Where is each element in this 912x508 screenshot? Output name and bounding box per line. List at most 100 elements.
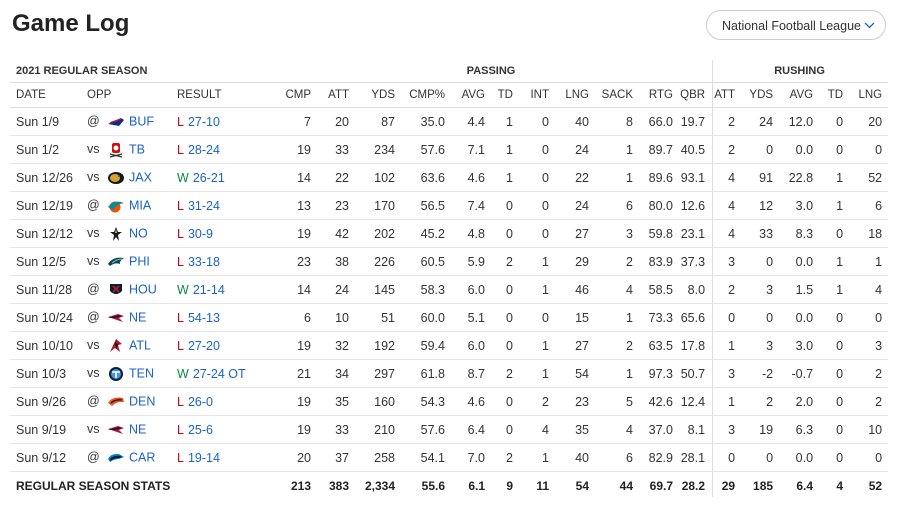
result-cell: L 27-10 bbox=[177, 107, 271, 136]
opponent-cell: vs TEN bbox=[87, 359, 177, 388]
stat-att: 32 bbox=[317, 331, 355, 360]
opponent-link[interactable]: HOU bbox=[129, 281, 157, 296]
stat-rush-att: 1 bbox=[711, 387, 742, 416]
total-td: 9 bbox=[506, 478, 513, 493]
stat-att: 24 bbox=[317, 275, 355, 304]
bills-logo bbox=[107, 114, 125, 130]
opponent-link[interactable]: PHI bbox=[129, 253, 150, 268]
opponent-link[interactable]: CAR bbox=[129, 449, 156, 464]
game-score-link[interactable]: 30-9 bbox=[187, 226, 213, 241]
game-score-link[interactable]: 25-6 bbox=[187, 422, 213, 437]
total-rush-yds: 185 bbox=[753, 478, 774, 493]
stat-sack: 6 bbox=[595, 191, 639, 220]
opponent-link[interactable]: TEN bbox=[129, 365, 154, 380]
stat-yds: 210 bbox=[355, 415, 401, 444]
total-rush-lng: 52 bbox=[868, 478, 883, 493]
game-score-link[interactable]: 27-10 bbox=[187, 114, 220, 129]
stat-td: 0 bbox=[491, 219, 519, 248]
game-score-link[interactable]: 33-18 bbox=[187, 254, 220, 269]
stat-sack: 5 bbox=[595, 387, 639, 416]
stat-yds: 297 bbox=[355, 359, 401, 388]
stat-rush-avg: 22.8 bbox=[779, 163, 820, 192]
stat-att: 34 bbox=[317, 359, 355, 388]
opponent-link[interactable]: ATL bbox=[129, 337, 151, 352]
opponent-link[interactable]: BUF bbox=[129, 113, 154, 128]
game-score-link[interactable]: 28-24 bbox=[187, 142, 220, 157]
table-row: Sun 1/9 @ BUF L 27-10 7 20 87 35.0 4.4 1 0 40 8 66.0 19… bbox=[10, 107, 889, 136]
patriots-logo bbox=[107, 422, 125, 438]
buccaneers-logo bbox=[107, 142, 125, 158]
stat-lng: 54 bbox=[555, 359, 595, 388]
opponent-link[interactable]: NE bbox=[129, 309, 147, 324]
rushing-group-label: RUSHING bbox=[711, 60, 889, 83]
column-header-yds: YDS bbox=[355, 82, 401, 108]
stat-rush-td: 0 bbox=[819, 219, 850, 248]
result-cell: W 26-21 bbox=[177, 163, 271, 192]
stat-rush-att: 3 bbox=[711, 359, 742, 388]
table-row: Sun 1/2 vs TB L 28-24 19 33 234 57.6 7.1 1 0 24 1 89.7… bbox=[10, 135, 889, 164]
result-cell: L 25-6 bbox=[177, 415, 271, 444]
stat-rush-att: 2 bbox=[711, 275, 742, 304]
stat-int: 2 bbox=[519, 387, 555, 416]
stat-avg: 5.9 bbox=[451, 247, 491, 276]
league-select[interactable]: National Football League bbox=[706, 10, 886, 40]
game-score-link[interactable]: 26-0 bbox=[187, 394, 213, 409]
dolphins-logo bbox=[107, 198, 125, 214]
total-qbr: 28.2 bbox=[681, 478, 706, 493]
stat-lng: 23 bbox=[555, 387, 595, 416]
stat-rush-lng: 2 bbox=[849, 359, 889, 388]
opponent-link[interactable]: TB bbox=[129, 141, 145, 156]
stat-td: 0 bbox=[491, 387, 519, 416]
game-date: Sun 1/2 bbox=[10, 135, 87, 164]
stat-rtg: 89.7 bbox=[639, 135, 679, 164]
opponent-cell: @ HOU bbox=[87, 275, 177, 304]
stat-sack: 1 bbox=[595, 163, 639, 192]
stat-qbr: 19.7 bbox=[679, 107, 712, 136]
opponent-link[interactable]: NO bbox=[129, 225, 148, 240]
stat-rush-avg: 2.0 bbox=[779, 387, 820, 416]
opponent-link[interactable]: MIA bbox=[129, 197, 152, 212]
home-away-indicator: @ bbox=[87, 449, 100, 464]
game-score-link[interactable]: 27-20 bbox=[187, 338, 220, 353]
home-away-indicator: vs bbox=[87, 169, 100, 184]
game-date: Sun 1/9 bbox=[10, 107, 87, 136]
table-row: Sun 12/19 @ MIA L 31-24 13 23 170 56.5 7.4 0 0 24 6 80… bbox=[10, 191, 889, 220]
stat-int: 0 bbox=[519, 219, 555, 248]
opponent-cell: @ NE bbox=[87, 303, 177, 332]
game-score-link[interactable]: 26-21 bbox=[192, 170, 225, 185]
game-score-link[interactable]: 19-14 bbox=[187, 450, 220, 465]
table-row: Sun 12/26 vs JAX W 26-21 14 22 102 63.6 4.6 1 0 22 1 8… bbox=[10, 163, 889, 192]
opponent-link[interactable]: JAX bbox=[129, 169, 152, 184]
game-score-link[interactable]: 21-14 bbox=[192, 282, 225, 297]
game-score-link[interactable]: 27-24 OT bbox=[192, 366, 246, 381]
game-score-link[interactable]: 54-13 bbox=[187, 310, 220, 325]
result-cell: L 28-24 bbox=[177, 135, 271, 164]
home-away-indicator: @ bbox=[87, 113, 100, 128]
stat-lng: 22 bbox=[555, 163, 595, 192]
win-loss-indicator: L bbox=[177, 394, 184, 409]
stat-rush-att: 3 bbox=[711, 415, 742, 444]
game-score-link[interactable]: 31-24 bbox=[187, 198, 220, 213]
stat-sack: 4 bbox=[595, 415, 639, 444]
column-header-att: ATT bbox=[317, 82, 355, 108]
total-sack: 44 bbox=[619, 478, 633, 493]
result-cell: W 21-14 bbox=[177, 275, 271, 304]
stat-rush-lng: 4 bbox=[849, 275, 889, 304]
opponent-link[interactable]: NE bbox=[129, 421, 147, 436]
table-row: Sun 9/26 @ DEN L 26-0 19 35 160 54.3 4.6 0 2 23 5 42.6… bbox=[10, 387, 889, 416]
texans-logo bbox=[107, 282, 125, 298]
stat-cmp: 21 bbox=[271, 359, 317, 388]
stat-int: 0 bbox=[519, 135, 555, 164]
stat-rush-avg: 0.0 bbox=[779, 303, 820, 332]
stat-avg: 6.0 bbox=[451, 331, 491, 360]
win-loss-indicator: L bbox=[177, 198, 184, 213]
stat-avg: 6.4 bbox=[451, 415, 491, 444]
stat-yds: 102 bbox=[355, 163, 401, 192]
stat-rush-lng: 1 bbox=[849, 247, 889, 276]
stat-rush-td: 0 bbox=[819, 359, 850, 388]
opponent-link[interactable]: DEN bbox=[129, 393, 156, 408]
stat-cmp-pct: 60.5 bbox=[401, 247, 451, 276]
home-away-indicator: vs bbox=[87, 225, 100, 240]
stat-cmp-pct: 61.8 bbox=[401, 359, 451, 388]
stat-td: 0 bbox=[491, 275, 519, 304]
